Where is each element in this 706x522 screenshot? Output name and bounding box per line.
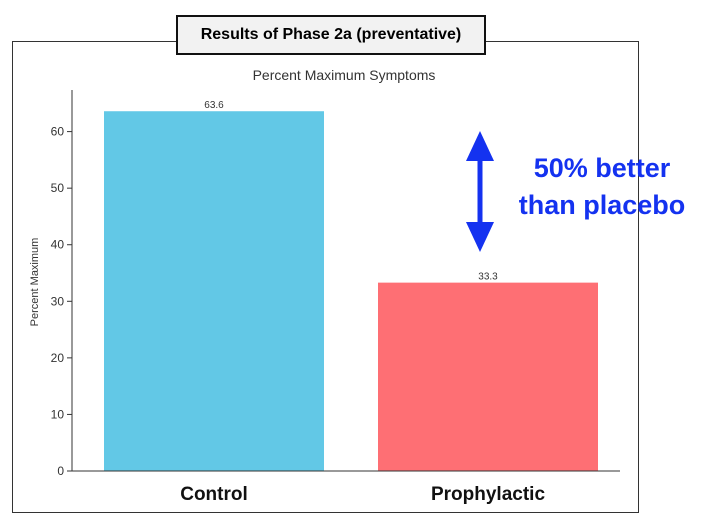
improvement-callout: 50% better than placebo [500,150,704,224]
x-category-label: Control [180,484,248,505]
y-tick-label: 40 [51,238,65,252]
bar-value-label: 33.3 [478,272,498,283]
callout-line-2: than placebo [518,190,686,220]
bar-value-label: 63.6 [204,100,224,111]
x-category-label: Prophylactic [431,484,545,505]
y-axis-label: Percent Maximum [29,238,41,327]
double-arrow-icon [466,131,494,252]
y-tick-label: 50 [51,181,65,195]
y-tick-label: 30 [51,294,65,308]
slide-title: Results of Phase 2a (preventative) [176,15,486,55]
chart-title: Percent Maximum Symptoms [253,67,436,83]
y-tick-label: 0 [57,464,64,478]
y-tick-label: 20 [51,351,65,365]
y-tick-label: 60 [51,125,65,139]
bar-control [104,111,324,471]
callout-line-1: 50% better [533,153,671,183]
y-tick-label: 10 [51,407,65,421]
bar-prophylactic [378,282,598,471]
